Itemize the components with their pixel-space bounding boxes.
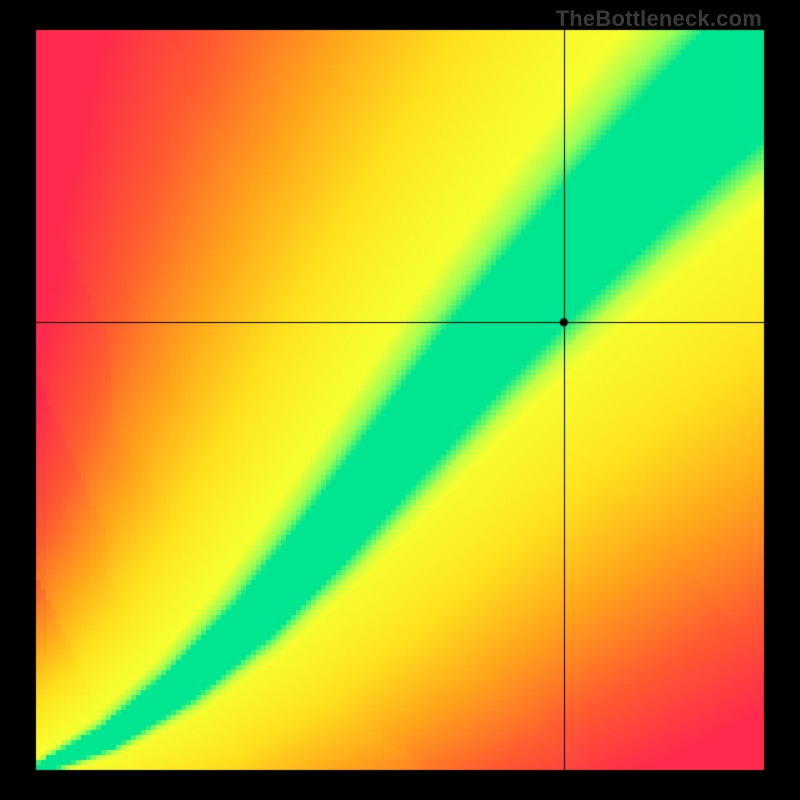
watermark-label: TheBottleneck.com (556, 6, 762, 32)
bottleneck-heatmap (0, 0, 800, 800)
